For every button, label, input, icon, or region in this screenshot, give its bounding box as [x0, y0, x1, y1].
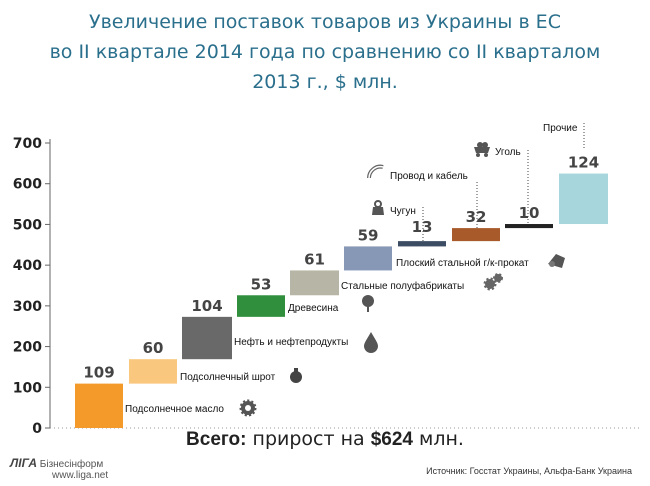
logo-brand: ЛІГА: [10, 456, 37, 470]
category-label-3: Древесина: [288, 303, 339, 314]
y-tick-label: 700: [13, 136, 42, 152]
y-tick-label: 300: [13, 299, 42, 315]
data-label-7: 32: [466, 208, 487, 226]
sack-icon: [290, 368, 302, 383]
bar-чугун: [398, 241, 446, 247]
category-label-7: Плоский стальной г/к-прокат: [396, 258, 529, 269]
category-label-10: Прочие: [543, 123, 578, 134]
bar-плоский-стальной-г/к-прокат: [452, 228, 500, 242]
data-label-0: 109: [83, 364, 114, 382]
data-label-3: 53: [251, 275, 272, 293]
logo-url: www.liga.net: [52, 470, 109, 481]
y-tick-label: 200: [13, 340, 42, 356]
liga-logo: ЛІГА Бізнесінформ www.liga.net: [10, 456, 108, 481]
total-amount: $624: [370, 429, 413, 450]
category-label-4: Стальные полуфабрикаты: [341, 280, 464, 292]
data-label-5: 59: [358, 226, 379, 244]
bar-стальные-полуфабрикаты: [290, 270, 339, 296]
weight-icon: [372, 200, 384, 215]
bar-древесина: [237, 295, 285, 317]
coal-cart-icon: [474, 142, 490, 157]
chart-title-line-2: во II квартале 2014 года по сравнению со…: [49, 41, 601, 63]
data-label-8: 10: [519, 204, 540, 222]
source-note: Источник: Госстат Украины, Альфа-Банк Ук…: [426, 466, 632, 476]
cable-icon: [367, 164, 384, 179]
chart-title-line-3: 2013 г., $ млн.: [252, 71, 398, 93]
bar-нефть-и-нефтепродукты: [182, 316, 232, 360]
y-tick-label: 0: [32, 421, 42, 437]
y-tick-label: 600: [13, 177, 42, 193]
bar-подсолнечный-шрот: [129, 359, 177, 384]
total-summary: Всего: прирост на $624 млн.: [0, 428, 650, 451]
y-tick-label: 100: [13, 380, 42, 396]
tree-icon: [362, 295, 374, 312]
chart-title-line-1: Увеличение поставок товаров из Украины в…: [89, 11, 561, 33]
oil-drop-icon: [364, 332, 378, 353]
data-label-1: 60: [143, 339, 164, 357]
data-label-6: 13: [412, 218, 433, 236]
bar-подсолнечное-масло: [75, 383, 123, 428]
data-label-10: 124: [568, 154, 599, 172]
bar-провод-и-кабель: [505, 224, 553, 229]
bar-item-5: [344, 246, 392, 271]
data-label-4: 61: [304, 250, 325, 268]
category-label-1: Подсолнечный шрот: [180, 372, 276, 383]
category-label-8: Провод и кабель: [390, 170, 468, 182]
category-label-2: Нефть и нефтепродукты: [234, 336, 348, 348]
category-label-0: Подсолнечное масло: [125, 404, 224, 415]
gear-icon: [239, 399, 257, 417]
total-prefix: Всего:: [186, 429, 247, 450]
y-tick-label: 400: [13, 258, 42, 274]
data-label-2: 104: [191, 297, 222, 315]
category-label-9: Уголь: [495, 147, 521, 158]
gears-icon: [483, 273, 503, 291]
total-suffix: млн.: [412, 428, 464, 450]
logo-name: Бізнесінформ: [39, 459, 104, 470]
steel-roll-icon: [548, 254, 565, 268]
bar-прочие: [559, 173, 608, 225]
total-middle: прирост на: [246, 428, 371, 450]
y-tick-label: 500: [13, 217, 42, 233]
category-label-6: Чугун: [390, 206, 416, 217]
